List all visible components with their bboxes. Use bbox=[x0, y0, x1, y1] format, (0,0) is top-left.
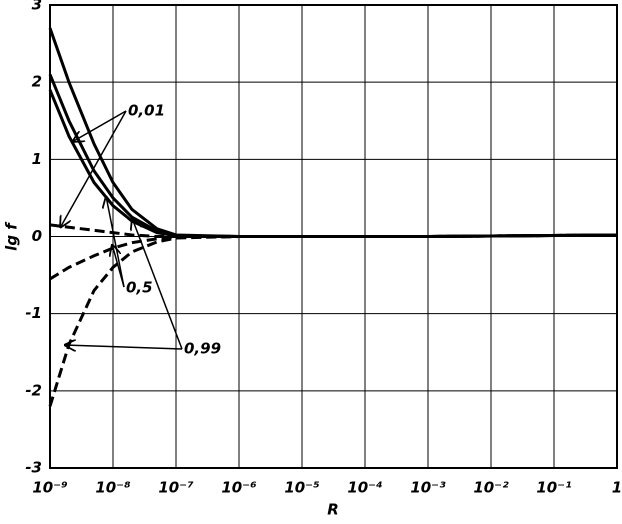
x-tick-label: 10⁻⁶ bbox=[221, 479, 257, 497]
y-tick-label: 3 bbox=[32, 0, 42, 14]
y-tick-label: 0 bbox=[32, 227, 42, 245]
y-tick-label: 1 bbox=[32, 150, 42, 168]
line-series bbox=[48, 233, 618, 407]
arrows bbox=[60, 110, 183, 349]
x-axis-label: R bbox=[327, 501, 339, 519]
line-series bbox=[49, 223, 618, 238]
y-tick-label: -3 bbox=[25, 459, 42, 477]
x-tick-label: 10⁻⁴ bbox=[347, 479, 382, 497]
x-tick-label: 10⁻⁸ bbox=[95, 479, 131, 497]
annotation: 0,99 bbox=[184, 340, 221, 358]
x-tick-label: 10⁻¹ bbox=[536, 479, 571, 497]
x-tick-label: 10⁻⁹ bbox=[32, 479, 68, 497]
x-tick-label: 10⁻² bbox=[473, 479, 509, 497]
x-tick-label: 10⁻⁵ bbox=[284, 479, 319, 497]
line-series bbox=[48, 27, 618, 238]
y-tick-label: 2 bbox=[32, 73, 42, 91]
y-tick-label: -2 bbox=[25, 381, 42, 399]
x-tick-label: 10⁻⁷ bbox=[158, 479, 194, 497]
annotation: 0,5 bbox=[126, 279, 153, 297]
x-tick-label: 1 bbox=[612, 479, 622, 497]
line-series bbox=[49, 233, 618, 281]
plot-frame bbox=[49, 4, 618, 469]
y-axis-label: lg f bbox=[3, 221, 21, 251]
y-tick-label: -1 bbox=[25, 304, 42, 322]
x-tick-label: 10⁻³ bbox=[410, 479, 446, 497]
annotation: 0,01 bbox=[128, 102, 165, 120]
